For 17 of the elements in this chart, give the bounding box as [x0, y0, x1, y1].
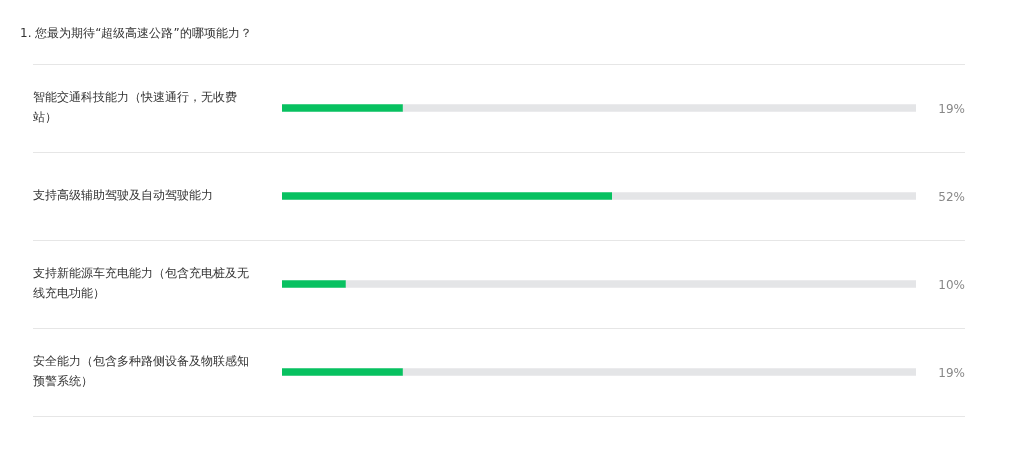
y-tick-label: 支持新能源车充电能力（包含充电桩及无线充电功能）: [33, 265, 249, 301]
y-tick-label: 智能交通科技能力（快速通行，无收费站）: [33, 89, 237, 125]
y-tick-label: 支持高级辅助驾驶及自动驾驶能力: [33, 188, 213, 203]
data-label: 19%: [938, 366, 965, 381]
bar: [282, 368, 403, 376]
data-label: 19%: [938, 102, 965, 117]
bar: [402, 104, 916, 112]
bar: [345, 280, 916, 288]
bar: [402, 368, 916, 376]
bar: [282, 192, 613, 200]
bar: [611, 192, 916, 200]
data-label: 10%: [938, 278, 965, 293]
text: 1. 您最为期待“超级高速公路”的哪项能力？: [20, 26, 252, 41]
bar: [282, 104, 403, 112]
bar: [282, 280, 346, 288]
y-tick-label: 安全能力（包含多种路侧设备及物联感知预警系统）: [33, 353, 249, 389]
data-label: 52%: [938, 190, 965, 205]
